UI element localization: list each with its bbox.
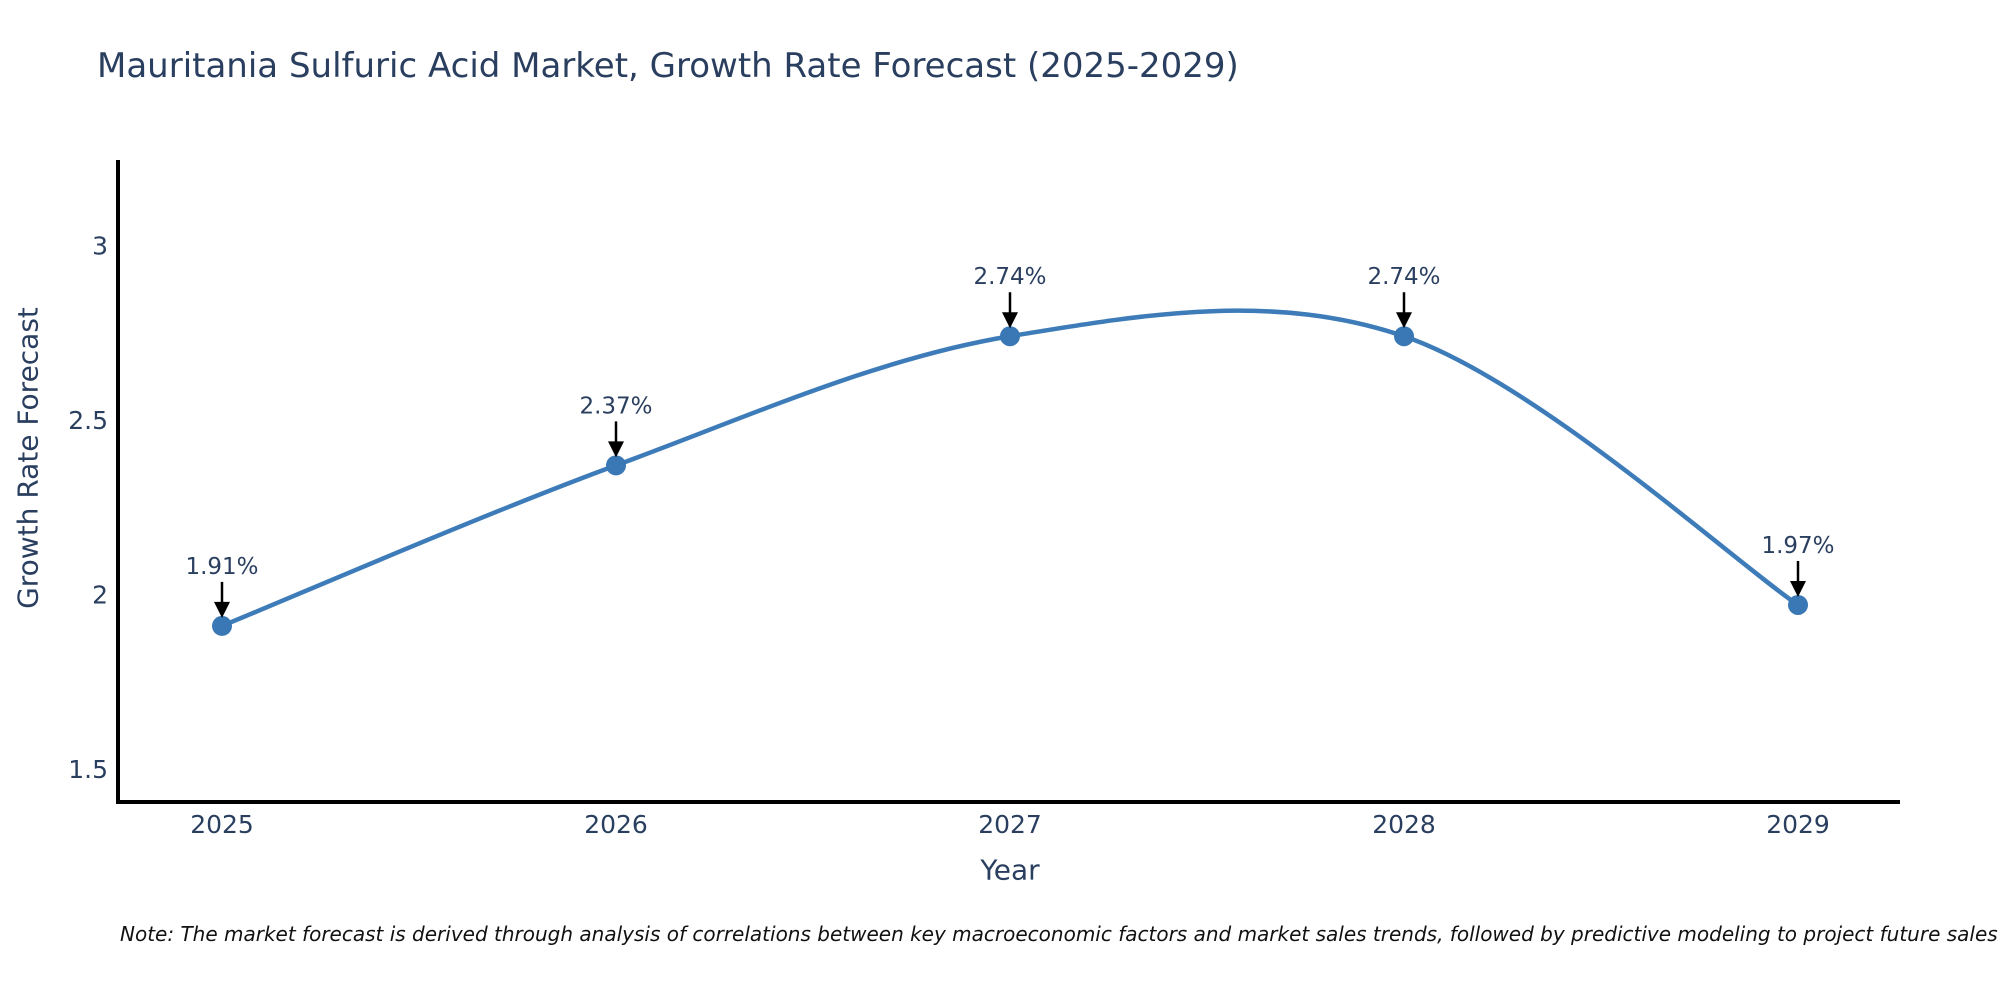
point-annotation: 1.91% (185, 554, 258, 580)
axis-lines (116, 160, 1900, 804)
arrow-down-icon (1396, 312, 1412, 329)
y-tick-label: 2.5 (68, 406, 108, 435)
series-layer (212, 308, 1808, 636)
point-annotation: 2.74% (1367, 264, 1440, 290)
data-point-2025[interactable] (212, 615, 232, 636)
x-tick-label: 2029 (1766, 810, 1830, 839)
arrow-down-icon (214, 601, 230, 618)
y-tick-label: 2 (92, 580, 108, 609)
arrow-down-icon (1790, 580, 1806, 597)
annotation-layer: 1.91% 2.37% 2.74% 2.74% 1.97% (185, 264, 1835, 618)
point-annotation: 2.74% (973, 264, 1046, 290)
y-tick-label: 3 (92, 231, 108, 260)
x-tick-label: 2027 (978, 810, 1042, 839)
tick-layer: 1.5 2 2.5 3 2025 2026 2027 2028 2029 (68, 231, 1830, 839)
data-point-2027[interactable] (1000, 326, 1020, 347)
x-axis-title: Year (980, 853, 1040, 887)
x-tick-label: 2028 (1372, 810, 1436, 839)
data-point-2029[interactable] (1788, 594, 1808, 615)
data-point-2028[interactable] (1394, 326, 1414, 347)
x-tick-label: 2026 (584, 810, 648, 839)
footnote: Note: The market forecast is derived thr… (120, 922, 1998, 946)
y-axis-title: Growth Rate Forecast (11, 307, 45, 609)
y-tick-label: 1.5 (68, 755, 108, 784)
point-annotation: 1.97% (1761, 533, 1834, 559)
x-tick-label: 2025 (190, 810, 254, 839)
point-annotation: 2.37% (579, 393, 652, 419)
chart-title: Mauritania Sulfuric Acid Market, Growth … (97, 46, 1239, 86)
trend-line (219, 308, 1801, 629)
data-point-2026[interactable] (606, 455, 626, 476)
arrow-down-icon (608, 441, 624, 458)
arrow-down-icon (1002, 312, 1018, 329)
axes-layer (116, 160, 1900, 804)
